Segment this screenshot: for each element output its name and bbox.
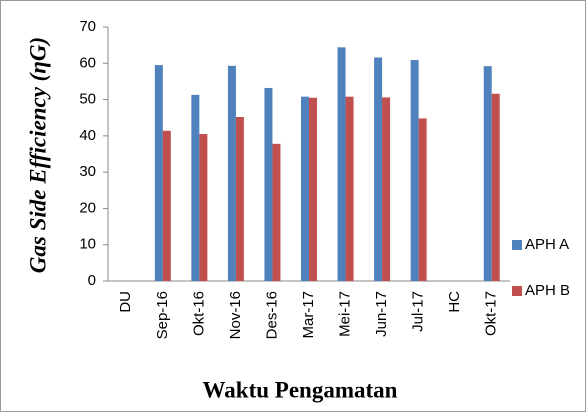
x-tick-label: Des-16 <box>263 291 280 339</box>
y-tick-label: 60 <box>79 54 96 71</box>
bar <box>382 97 391 281</box>
bar <box>483 66 492 281</box>
bar <box>301 96 309 281</box>
bar <box>264 87 273 282</box>
bar <box>191 94 200 282</box>
x-tick-label: HC <box>446 291 463 313</box>
y-tick-label: 40 <box>79 127 96 144</box>
x-tick-label: Nov-16 <box>227 291 244 339</box>
bar <box>309 97 317 281</box>
bar <box>374 57 383 282</box>
bar <box>418 118 427 281</box>
bar <box>491 93 500 281</box>
bar <box>227 65 236 281</box>
bar <box>199 134 208 281</box>
bar <box>272 143 281 281</box>
y-tick-label: 50 <box>79 91 96 108</box>
x-tick-label: Okt-17 <box>483 291 500 336</box>
bar <box>410 60 419 281</box>
y-tick-label: 0 <box>88 272 96 289</box>
y-tick-label: 70 <box>79 18 96 35</box>
y-tick-label: 10 <box>79 236 96 253</box>
x-tick-label: Jul-17 <box>410 291 427 332</box>
x-tick-label: DU <box>117 291 134 313</box>
legend-label: APH A <box>525 236 569 253</box>
bar <box>337 47 346 281</box>
y-tick-label: 20 <box>79 199 96 216</box>
x-tick-label: Mar-17 <box>300 291 317 339</box>
x-axis-title: Waktu Pengamatan <box>203 377 398 402</box>
x-tick-label: Okt-16 <box>190 291 207 336</box>
bar <box>154 65 163 281</box>
bar <box>345 96 354 281</box>
legend-label: APH B <box>525 282 570 299</box>
legend-swatch <box>512 286 522 296</box>
y-axis-title: Gas Side Efficiency (ηG) <box>25 37 50 273</box>
y-tick-label: 30 <box>79 163 96 180</box>
bar <box>162 130 171 281</box>
bar <box>235 116 244 281</box>
legend-swatch <box>512 240 522 250</box>
x-tick-label: Mei-17 <box>337 291 354 337</box>
x-tick-label: Sep-16 <box>154 291 171 339</box>
x-tick-label: Jun-17 <box>373 291 390 337</box>
